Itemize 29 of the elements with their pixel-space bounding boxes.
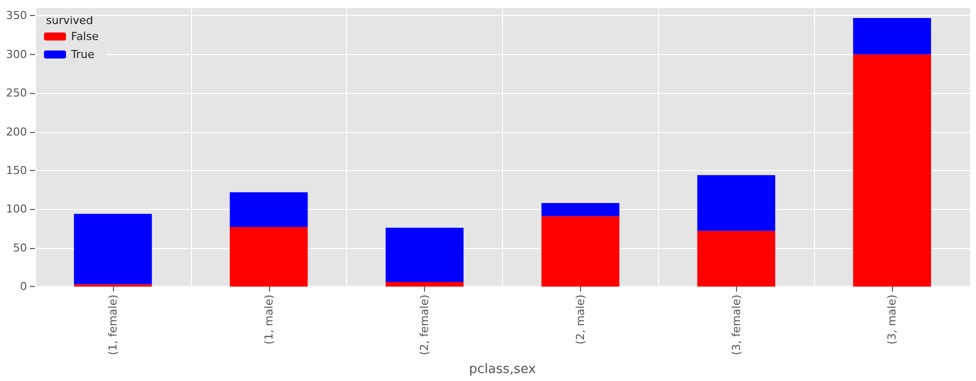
bar [697, 230, 776, 287]
y-tick-label: 300 [6, 48, 27, 61]
bar [853, 54, 932, 287]
x-tick-label: (2, male) [574, 294, 587, 344]
y-tick-label: 50 [13, 241, 27, 254]
bar [541, 216, 620, 287]
x-axis-title: pclass,sex [469, 362, 536, 377]
bar [230, 192, 308, 228]
bar [853, 18, 932, 54]
x-tick-label: (1, male) [262, 294, 276, 344]
y-tick-label: 100 [6, 202, 27, 216]
x-tick-label: (1, female) [106, 294, 120, 356]
y-tick-label: 200 [6, 125, 27, 138]
bar [541, 203, 620, 216]
y-tick-label: 0 [20, 280, 27, 294]
x-tick-label: (2, female) [418, 294, 432, 356]
y-tick-label: 350 [6, 9, 27, 22]
x-tick-label: (3, female) [730, 294, 743, 356]
bar [386, 228, 464, 282]
legend-label: True [70, 48, 95, 61]
bar [386, 282, 464, 287]
y-tick-label: 250 [6, 86, 27, 100]
legend-label: False [71, 30, 99, 43]
legend-title: survived [46, 14, 94, 27]
x-tick-label: (3, male) [886, 294, 899, 344]
bar [230, 227, 308, 287]
bar [74, 214, 152, 284]
y-tick-label: 150 [6, 164, 27, 178]
bar [697, 175, 776, 231]
